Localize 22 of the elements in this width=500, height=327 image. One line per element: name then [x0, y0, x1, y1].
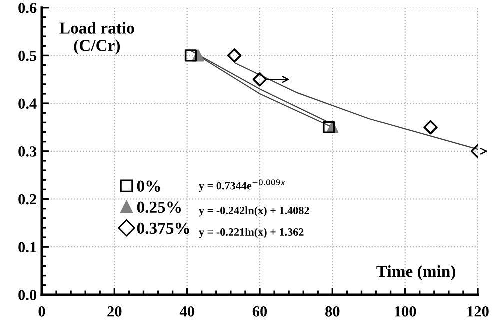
annotation: y = -0.221ln(x) + 1.362 [199, 228, 304, 238]
annotation: y = -0.242ln(x) + 1.4082 [199, 206, 310, 217]
y-tick-label: 0.2 [18, 194, 36, 205]
x-tick-label: 60 [252, 306, 268, 317]
x-tick-label: 40 [180, 306, 194, 317]
y-tick-label: 0.4 [18, 98, 37, 110]
legend-label: 0.375% [137, 222, 190, 234]
x-tick-label: 20 [108, 306, 122, 317]
x-tick-label: 100 [395, 306, 416, 317]
annotation: y = 0.7344e$^{−0.009x}$ [199, 180, 286, 192]
x-tick-label: 0 [38, 306, 46, 317]
y-tick-label: 0.0 [18, 290, 37, 300]
x-tick-label: 80 [326, 306, 340, 317]
y-tick-label: 0.6 [18, 2, 37, 14]
legend-label: 0.25% [137, 202, 182, 214]
y-tick-label: 0.1 [18, 242, 36, 253]
y-axis-title: Load ratio (C/Cr) [60, 22, 134, 55]
x-tick-label: 120 [468, 306, 489, 317]
x-axis-title: Time (min) [376, 265, 456, 281]
legend-label: 0% [137, 180, 160, 192]
y-tick-label: 0.5 [18, 50, 37, 62]
y-tick-label: 0.3 [18, 146, 37, 157]
